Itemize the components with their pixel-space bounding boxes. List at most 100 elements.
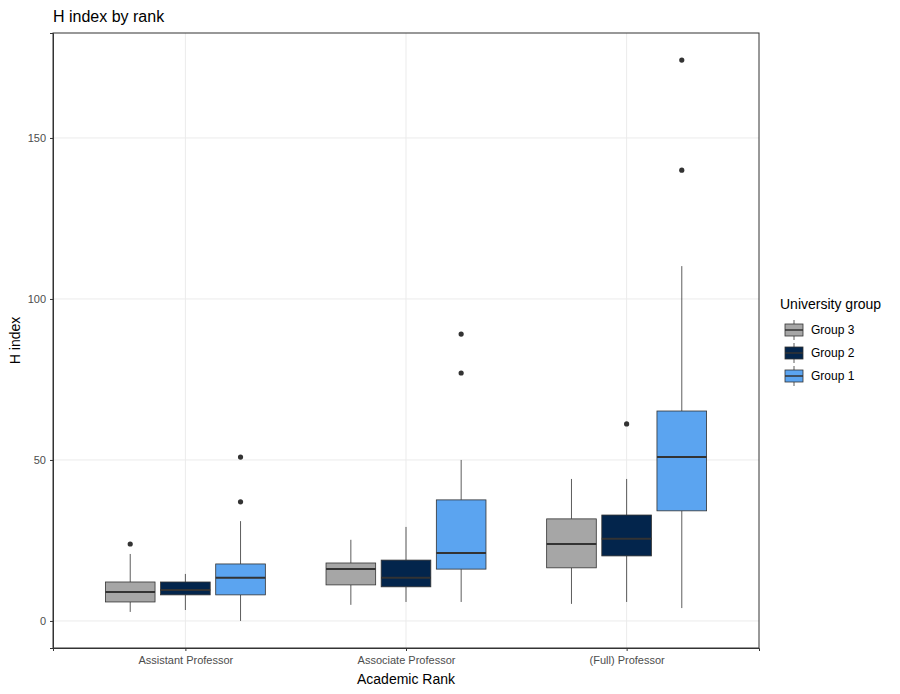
whisker-lower: [130, 602, 131, 612]
whisker-upper: [406, 527, 407, 560]
legend-label: Group 1: [811, 369, 855, 383]
box-group: [657, 57, 707, 608]
box-group: [216, 454, 266, 620]
outlier: [624, 421, 629, 426]
outlier: [459, 331, 464, 336]
grid-line-x: [406, 33, 407, 648]
y-tick-label: 50: [34, 454, 46, 466]
legend-key: [785, 370, 803, 382]
marks: [105, 57, 706, 621]
x-axis: Assistant Professor Associate Professor (F…: [54, 648, 760, 666]
legend-key: [785, 324, 803, 336]
y-axis-title: H index: [7, 317, 23, 364]
whisker-lower: [240, 595, 241, 621]
grid: [53, 33, 759, 648]
whisker-upper: [350, 540, 351, 563]
whisker-lower: [406, 587, 407, 602]
box: [657, 411, 707, 511]
legend-median: [785, 375, 803, 377]
box: [326, 563, 376, 585]
median: [547, 543, 597, 545]
outlier: [459, 370, 464, 375]
box: [602, 515, 652, 556]
box-group: [436, 331, 486, 601]
whisker-upper: [185, 574, 186, 582]
x-tick-mark: [185, 648, 186, 651]
y-tick-label: 150: [28, 132, 46, 144]
whisker-upper: [461, 460, 462, 500]
whisker-upper: [681, 266, 682, 411]
x-tick: Assistant Professor: [138, 648, 233, 666]
outlier: [128, 541, 133, 546]
legend-key: [785, 347, 803, 359]
legend-median: [785, 352, 803, 354]
y-tick: 150: [28, 132, 53, 144]
plot-border: [53, 33, 759, 648]
y-tick-label: 0: [40, 615, 46, 627]
box-group: [161, 574, 211, 610]
median: [657, 456, 707, 458]
legend-label: Group 2: [811, 346, 855, 360]
box: [105, 582, 155, 602]
outlier: [679, 168, 684, 173]
x-tick-label: Associate Professor: [358, 654, 456, 666]
box: [216, 564, 266, 595]
median: [161, 589, 211, 591]
box-group: [547, 479, 597, 604]
y-tick: 100: [28, 293, 53, 305]
grid-line-x: [185, 33, 186, 648]
box-group: [326, 540, 376, 605]
legend-item: Group 1: [785, 366, 855, 386]
legend-label: Group 3: [811, 323, 855, 337]
box-group: [105, 541, 155, 612]
x-tick-label: (Full) Professor: [590, 654, 666, 666]
whisker-upper: [571, 479, 572, 519]
median: [436, 552, 486, 554]
box: [161, 582, 211, 595]
outlier: [238, 499, 243, 504]
box-group: [381, 527, 431, 602]
x-tick-label: Assistant Professor: [138, 654, 233, 666]
legend-median: [785, 329, 803, 331]
whisker-upper: [626, 479, 627, 515]
median: [326, 568, 376, 570]
plot-background: [53, 33, 759, 648]
x-tick-mark: [627, 648, 628, 651]
whisker-upper: [130, 554, 131, 582]
legend: University group Group 3 Group 2 Group 1: [780, 296, 881, 386]
outlier: [679, 57, 684, 62]
box: [436, 500, 486, 569]
whisker-lower: [681, 511, 682, 608]
box-group: [602, 421, 652, 602]
x-tick: (Full) Professor: [590, 648, 666, 666]
whisker-lower: [185, 595, 186, 610]
y-tick-mark: [50, 460, 53, 461]
x-axis-line: [54, 649, 760, 652]
y-tick-label: 100: [28, 293, 46, 305]
box: [381, 560, 431, 587]
y-axis: 0 50 100 150: [28, 34, 54, 649]
whisker-upper: [240, 521, 241, 564]
y-axis-line: [50, 34, 54, 649]
x-tick: Associate Professor: [358, 648, 456, 666]
y-tick: 0: [40, 615, 53, 627]
legend-item: Group 2: [785, 343, 855, 363]
legend-item: Group 3: [785, 320, 855, 340]
whisker-lower: [350, 585, 351, 605]
chart: 0 50 100 150 Assistant Professor Associate Pr…: [0, 0, 900, 694]
y-tick-mark: [50, 138, 53, 139]
outlier: [238, 454, 243, 459]
y-tick: 50: [34, 454, 53, 466]
median: [381, 577, 431, 579]
whisker-lower: [571, 568, 572, 604]
x-axis-title: Academic Rank: [357, 671, 456, 687]
whisker-lower: [461, 569, 462, 602]
y-tick-mark: [50, 621, 53, 622]
x-tick-mark: [406, 648, 407, 651]
median: [216, 577, 266, 579]
box: [547, 519, 597, 568]
y-tick-mark: [50, 299, 53, 300]
legend-title: University group: [780, 296, 881, 312]
whisker-lower: [626, 556, 627, 602]
median: [602, 538, 652, 540]
